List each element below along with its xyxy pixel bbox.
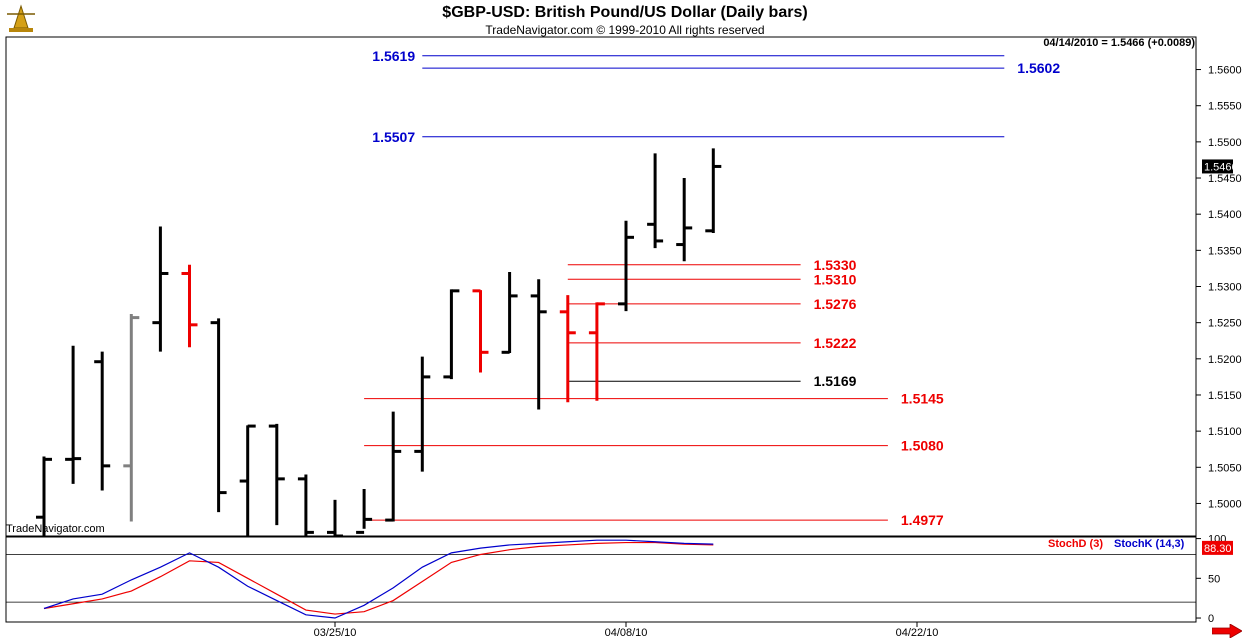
stochd-line[interactable] xyxy=(43,541,714,615)
level-label: 1.5619 xyxy=(372,48,415,64)
y-tick-label: 1.5350 xyxy=(1208,245,1242,257)
stochd-legend: StochD (3) xyxy=(1048,538,1103,550)
y-tick-label: 1.5050 xyxy=(1208,462,1242,474)
ohlc-bar[interactable] xyxy=(94,351,111,491)
y-tick-label: 1.5250 xyxy=(1208,318,1242,330)
trade-navigator-logo xyxy=(7,4,35,32)
ohlc-bar[interactable] xyxy=(152,226,169,352)
chart-subtitle: TradeNavigator.com © 1999-2010 All right… xyxy=(485,23,765,37)
y-tick-label: 1.5150 xyxy=(1208,390,1242,402)
x-tick-label: 03/25/10 xyxy=(314,627,357,639)
y-tick-label: 1.5500 xyxy=(1208,137,1242,149)
y-tick-label: 1.5300 xyxy=(1208,282,1242,294)
ohlc-bar[interactable] xyxy=(210,318,227,513)
level-label: 1.5222 xyxy=(814,335,857,351)
ohlc-bar[interactable] xyxy=(239,424,256,539)
osc-last-value-box xyxy=(1202,540,1233,555)
watermark-label: TradeNavigator.com xyxy=(6,523,105,535)
ohlc-bar[interactable] xyxy=(501,272,518,354)
oscillator-panel-frame xyxy=(5,536,1197,623)
ohlc-bar[interactable] xyxy=(676,178,693,262)
ohlc-bar[interactable] xyxy=(181,264,198,348)
x-tick-label: 04/08/10 xyxy=(605,627,648,639)
y-tick-label: 1.5550 xyxy=(1208,101,1242,113)
ohlc-bar[interactable] xyxy=(705,148,722,233)
ohlc-bar[interactable] xyxy=(472,289,489,373)
last-price-box xyxy=(1202,159,1233,174)
y-tick-label: 1.5000 xyxy=(1208,498,1242,510)
ohlc-bar[interactable] xyxy=(36,456,52,546)
level-label: 1.4977 xyxy=(901,512,944,528)
y-tick-label: 1.5200 xyxy=(1208,354,1242,366)
ohlc-bar[interactable] xyxy=(268,423,285,526)
ohlc-bar[interactable] xyxy=(559,295,576,403)
y-tick-label: 1.5400 xyxy=(1208,209,1242,221)
level-label: 1.5507 xyxy=(372,129,415,145)
osc-last-value-label: 88.30 xyxy=(1204,543,1232,555)
ohlc-bar[interactable] xyxy=(647,153,664,249)
ohlc-bar[interactable] xyxy=(443,289,460,380)
last-price-label: 1.5466 xyxy=(1204,161,1238,173)
ohlc-bar[interactable] xyxy=(385,411,402,522)
chart-title: $GBP-USD: British Pound/US Dollar (Daily… xyxy=(442,4,808,21)
osc-y-tick-label: 0 xyxy=(1208,613,1214,625)
ohlc-bar[interactable] xyxy=(530,279,547,410)
y-tick-label: 1.5600 xyxy=(1208,65,1242,77)
ohlc-bar[interactable] xyxy=(356,488,373,534)
level-label: 1.5310 xyxy=(814,271,857,287)
stochk-legend: StochK (14,3) xyxy=(1114,538,1185,550)
level-label: 1.5145 xyxy=(901,391,944,407)
level-label: 1.5080 xyxy=(901,438,944,454)
ohlc-bar[interactable] xyxy=(65,345,82,484)
level-label: 1.5169 xyxy=(814,373,857,389)
level-label: 1.5602 xyxy=(1017,60,1060,76)
level-label: 1.5276 xyxy=(814,296,857,312)
price-readout: 04/14/2010 = 1.5466 (+0.0089) xyxy=(1043,37,1195,49)
ohlc-bar[interactable] xyxy=(588,302,605,401)
scroll-right-arrow-icon[interactable] xyxy=(1212,624,1242,638)
x-tick-label: 04/22/10 xyxy=(896,627,939,639)
osc-y-tick-label: 50 xyxy=(1208,573,1220,585)
ohlc-bar[interactable] xyxy=(327,499,343,547)
y-tick-label: 1.5450 xyxy=(1208,173,1242,185)
main-panel-frame xyxy=(5,36,1197,537)
y-tick-label: 1.5100 xyxy=(1208,426,1242,438)
ohlc-bar[interactable] xyxy=(414,356,431,472)
stochk-line[interactable] xyxy=(43,539,714,619)
ohlc-bar[interactable] xyxy=(618,220,634,312)
ohlc-bar[interactable] xyxy=(297,474,314,540)
level-label: 1.5330 xyxy=(814,257,857,273)
ohlc-bar[interactable] xyxy=(123,313,140,522)
